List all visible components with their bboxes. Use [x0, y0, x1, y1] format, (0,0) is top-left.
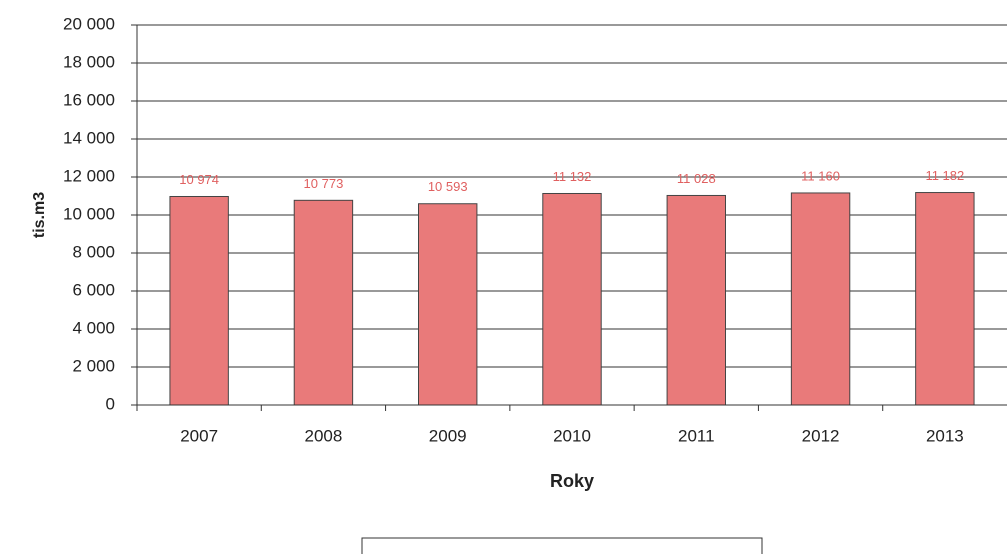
bar — [293, 199, 354, 406]
y-tick-label: 8 000 — [72, 242, 115, 261]
x-tick-label: 2012 — [802, 426, 840, 445]
x-tick-label: 2011 — [678, 426, 715, 445]
y-tick-label: 10 000 — [63, 204, 115, 223]
bar — [790, 192, 851, 406]
y-tick-label: 0 — [106, 394, 115, 413]
y-tick-label: 14 000 — [63, 128, 115, 147]
y-tick-label: 16 000 — [63, 90, 115, 109]
bar — [666, 194, 726, 406]
bar — [542, 192, 602, 406]
data-label: 10 974 — [179, 172, 219, 187]
bar — [418, 203, 478, 406]
y-tick-label: 4 000 — [72, 318, 115, 337]
x-tick-label: 2009 — [429, 426, 467, 445]
x-tick-label: 2008 — [305, 426, 343, 445]
y-tick-label: 2 000 — [72, 356, 115, 375]
x-tick-label: 2007 — [180, 426, 218, 445]
data-label: 11 182 — [925, 168, 964, 183]
data-label: 11 028 — [677, 171, 716, 186]
data-label: 11 132 — [553, 169, 592, 184]
data-label: 11 160 — [801, 168, 840, 183]
y-tick-label: 12 000 — [63, 166, 115, 185]
x-tick-label: 2013 — [926, 426, 964, 445]
bar — [169, 195, 229, 406]
legend-box — [361, 537, 763, 554]
x-tick-label: 2010 — [553, 426, 591, 445]
y-tick-label: 20 000 — [63, 14, 115, 33]
bar — [915, 192, 975, 406]
x-axis-title: Roky — [550, 471, 594, 491]
data-label: 10 773 — [304, 176, 344, 191]
y-tick-label: 6 000 — [72, 280, 115, 299]
y-axis-title: tis.m3 — [31, 192, 48, 238]
y-tick-label: 18 000 — [63, 52, 115, 71]
data-label: 10 593 — [428, 179, 468, 194]
